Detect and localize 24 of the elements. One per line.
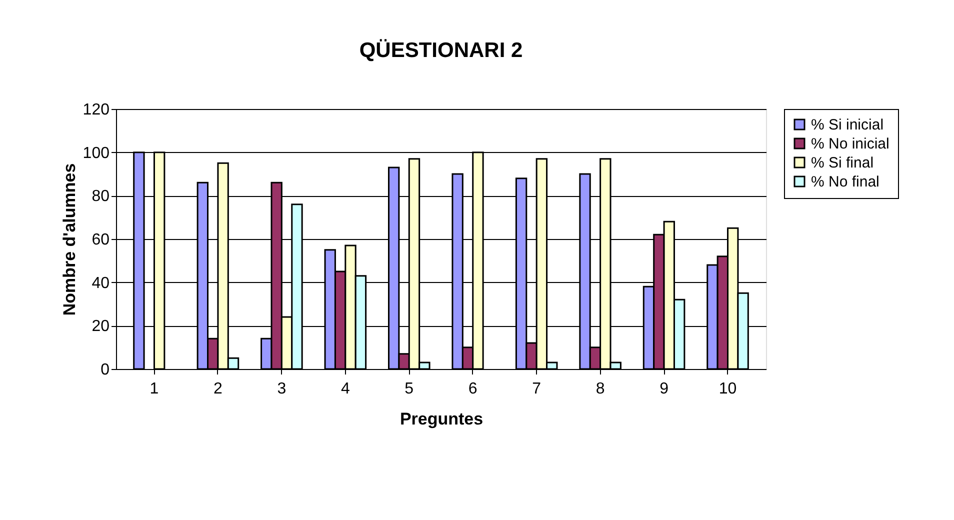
y-tick-label: 100 <box>82 144 110 162</box>
x-tick-label: 9 <box>660 380 669 398</box>
legend-label: % No inicial <box>811 136 890 152</box>
y-tick-label: 0 <box>100 362 110 378</box>
legend-label: % No final <box>811 174 880 190</box>
x-tick-label: 5 <box>404 380 414 398</box>
chart-title: QÜESTIONARI 2 <box>359 39 523 62</box>
legend-label: % Si inicial <box>811 116 884 134</box>
x-tick-label: 6 <box>468 380 478 398</box>
legend-label: % Si final <box>811 154 874 172</box>
x-tick-label: 7 <box>532 380 542 398</box>
y-tick-label: 20 <box>92 318 110 336</box>
x-tick-label: 8 <box>596 380 605 398</box>
x-tick-label: 3 <box>277 380 286 398</box>
y-tick-label: 60 <box>92 232 110 248</box>
x-tick-label: 2 <box>214 380 223 398</box>
x-tick-label: 4 <box>340 380 350 398</box>
x-tick-label: 10 <box>718 380 737 398</box>
y-tick-label: 80 <box>92 188 110 206</box>
x-tick-label: 1 <box>150 380 159 398</box>
y-tick-label: 40 <box>92 274 110 292</box>
y-axis-title: Nombre d'alumnes <box>60 163 79 316</box>
x-axis-title: Preguntes <box>400 410 484 428</box>
y-tick-label: 120 <box>82 102 110 118</box>
